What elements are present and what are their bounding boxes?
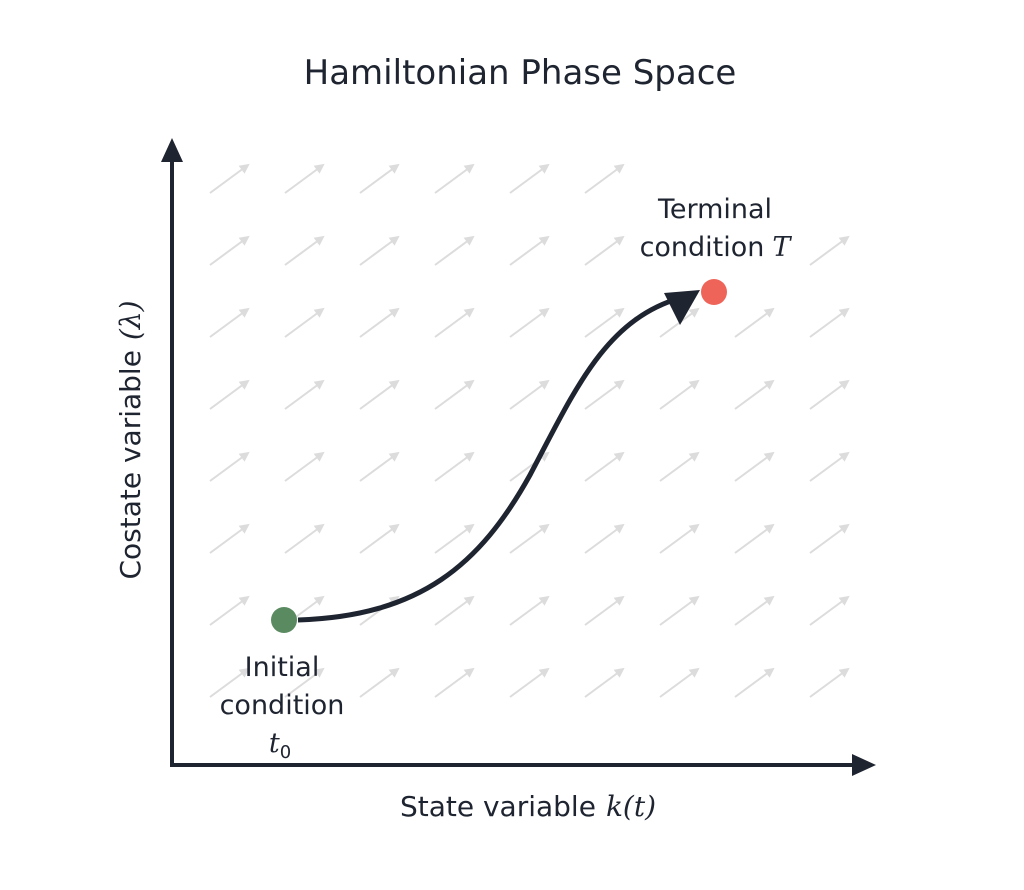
- field-arrow: [734, 523, 775, 554]
- vector-field: [209, 163, 850, 698]
- x-label-symbol: k(t): [606, 790, 656, 823]
- terminal-label-2: condition T: [640, 232, 793, 263]
- field-arrow: [809, 451, 850, 482]
- x-axis-label: State variable k(t): [400, 790, 656, 823]
- y-label-text: Costate variable: [114, 350, 147, 579]
- field-arrow: [434, 235, 475, 266]
- field-arrow: [509, 163, 550, 194]
- field-arrow: [209, 379, 250, 410]
- field-arrow: [359, 235, 400, 266]
- field-arrow: [284, 163, 325, 194]
- initial-symbol: t0: [269, 728, 291, 763]
- field-arrow: [209, 595, 250, 626]
- initial-label-1: Initial: [245, 652, 320, 683]
- initial-label-2: condition: [220, 690, 345, 721]
- field-arrow: [284, 523, 325, 554]
- field-arrow: [359, 667, 400, 698]
- field-arrow: [809, 379, 850, 410]
- field-arrow: [809, 307, 850, 338]
- field-arrow: [734, 307, 775, 338]
- field-arrow: [359, 379, 400, 410]
- field-arrow: [584, 307, 625, 338]
- field-arrow: [209, 523, 250, 554]
- y-label-symbol: (λ): [114, 300, 147, 340]
- field-arrow: [584, 451, 625, 482]
- field-arrow: [659, 379, 700, 410]
- field-arrow: [209, 307, 250, 338]
- field-arrow: [809, 595, 850, 626]
- field-arrow: [509, 667, 550, 698]
- title: Hamiltonian Phase Space: [304, 53, 737, 93]
- field-arrow: [434, 523, 475, 554]
- field-arrow: [209, 235, 250, 266]
- field-arrow: [359, 307, 400, 338]
- field-arrow: [284, 451, 325, 482]
- terminal-point: [701, 279, 727, 305]
- field-arrow: [659, 523, 700, 554]
- field-arrow: [434, 667, 475, 698]
- initial-point: [271, 607, 297, 633]
- field-arrow: [584, 595, 625, 626]
- field-arrow: [284, 379, 325, 410]
- field-arrow: [734, 379, 775, 410]
- field-arrow: [509, 307, 550, 338]
- field-arrow: [809, 523, 850, 554]
- field-arrow: [284, 667, 325, 698]
- terminal-label-1: Terminal: [657, 194, 772, 225]
- field-arrow: [809, 235, 850, 266]
- field-arrow: [509, 235, 550, 266]
- field-arrow: [584, 235, 625, 266]
- terminal-symbol: T: [772, 232, 792, 263]
- y-axis-label: Costate variable (λ): [114, 300, 147, 579]
- field-arrow: [359, 451, 400, 482]
- field-arrow: [584, 667, 625, 698]
- field-arrow: [434, 307, 475, 338]
- field-arrow: [734, 667, 775, 698]
- field-arrow: [509, 523, 550, 554]
- field-arrow: [584, 163, 625, 194]
- field-arrow: [209, 667, 250, 698]
- field-arrow: [434, 379, 475, 410]
- field-arrow: [809, 667, 850, 698]
- field-arrow: [584, 379, 625, 410]
- field-arrow: [359, 523, 400, 554]
- field-arrow: [509, 379, 550, 410]
- trajectory: [297, 295, 681, 623]
- field-arrow: [659, 667, 700, 698]
- x-axis-arrow: [852, 754, 876, 776]
- field-arrow: [734, 595, 775, 626]
- trajectory-arrow: [664, 290, 700, 325]
- field-arrow: [659, 595, 700, 626]
- field-arrow: [284, 307, 325, 338]
- initial-t: t: [269, 728, 280, 759]
- field-arrow: [209, 163, 250, 194]
- terminal-text: condition: [640, 232, 765, 263]
- field-arrow: [509, 595, 550, 626]
- field-arrow: [434, 451, 475, 482]
- field-arrow: [434, 163, 475, 194]
- field-arrow: [359, 163, 400, 194]
- field-arrow: [659, 451, 700, 482]
- field-arrow: [209, 451, 250, 482]
- field-arrow: [434, 595, 475, 626]
- field-arrow: [584, 523, 625, 554]
- field-arrow: [734, 451, 775, 482]
- initial-sub: 0: [280, 742, 291, 763]
- field-arrow: [284, 235, 325, 266]
- x-label-text: State variable: [400, 790, 596, 823]
- y-axis-arrow: [161, 138, 183, 162]
